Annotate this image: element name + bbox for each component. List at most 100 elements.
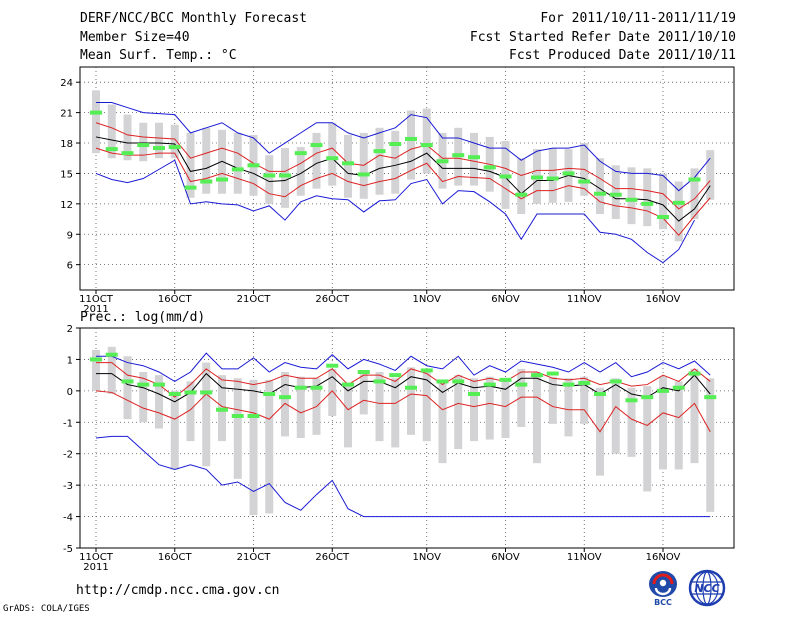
observed-marker xyxy=(121,379,134,384)
observed-marker xyxy=(609,192,622,197)
y-tick-label: 1 xyxy=(67,355,73,366)
ensemble-range-box xyxy=(706,378,715,512)
y-tick-label: 12 xyxy=(60,200,73,211)
ensemble-range-box xyxy=(690,168,699,220)
y-tick-label: 0 xyxy=(67,387,73,398)
observed-marker xyxy=(531,175,543,180)
observed-marker xyxy=(452,153,465,158)
ensemble-range-box xyxy=(186,381,195,442)
ensemble-range-box xyxy=(517,368,526,427)
x-tick-label: 6NOV xyxy=(491,294,520,305)
observed-marker xyxy=(294,385,307,390)
observed-marker xyxy=(168,392,181,396)
website-url[interactable]: http://cmdp.ncc.cma.gov.cn xyxy=(76,583,280,598)
observed-marker xyxy=(672,200,685,205)
observed-marker xyxy=(373,379,386,384)
observed-marker xyxy=(420,368,433,373)
y-tick-label: 21 xyxy=(60,109,73,120)
ensemble-range-box xyxy=(344,383,352,448)
ensemble-range-box xyxy=(296,376,305,438)
observed-marker xyxy=(483,382,496,387)
precip-panel-title: Prec.: log(mm/d) xyxy=(80,310,206,325)
ensemble-range-box xyxy=(470,378,478,442)
ensemble-range-box xyxy=(139,122,148,162)
y-tick-label: 18 xyxy=(60,139,73,150)
temperature-panel: 24 21 18 15 12 9 6 11OCT 16OCT 21OCT 26OCT 1NOV 6NOV… xyxy=(60,66,735,315)
observed-marker xyxy=(594,191,606,196)
ensemble-range-box xyxy=(454,375,463,449)
observed-marker xyxy=(231,167,244,172)
ensemble-range-box xyxy=(407,367,415,435)
observed-marker xyxy=(90,110,102,115)
x-tick-label: 11OCT xyxy=(79,294,114,305)
grads-credit: GrADS: COLA/IGES xyxy=(3,604,90,614)
observed-marker xyxy=(688,371,701,376)
observed-marker xyxy=(247,414,260,418)
ensemble-range-box xyxy=(548,376,557,424)
ensemble-range-box xyxy=(107,346,116,394)
observed-marker xyxy=(137,143,150,148)
x-tick-label: 16NOV xyxy=(646,552,681,563)
ensemble-mean-line xyxy=(95,136,711,222)
observed-marker xyxy=(578,179,591,184)
bcc-logo: BCC xyxy=(649,571,677,607)
x-tick-label: 21OCT xyxy=(237,552,272,563)
x-tick-label: 1NOV xyxy=(413,552,442,563)
observed-marker xyxy=(373,149,386,154)
y-tick-label: 2 xyxy=(67,324,73,335)
ensemble-range-box xyxy=(580,376,589,424)
chart-title: DERF/NCC/BCC Monthly Forecast xyxy=(80,11,307,26)
observed-marker xyxy=(389,373,402,378)
observed-marker xyxy=(657,388,669,393)
observed-marker xyxy=(515,382,528,387)
ensemble-lower-line xyxy=(95,390,711,433)
observed-marker xyxy=(200,390,213,395)
plot-frame xyxy=(79,327,735,549)
observed-marker xyxy=(452,379,465,384)
y-tick-label: -2 xyxy=(63,450,73,461)
observed-marker xyxy=(420,143,433,148)
ensemble-upper-line xyxy=(96,362,711,398)
x-tick-label: 26OCT xyxy=(315,294,350,305)
observed-marker xyxy=(562,382,575,387)
observed-marker xyxy=(279,395,291,400)
ensemble-range-box xyxy=(533,372,541,464)
forecast-period: For 2011/10/11-2011/11/19 xyxy=(540,11,736,26)
observed-marker xyxy=(499,174,512,179)
observed-marker xyxy=(216,177,228,182)
ensemble-range-box xyxy=(233,378,242,479)
ensemble-range-box xyxy=(485,376,494,440)
bcc-logo-text: BCC xyxy=(654,598,672,607)
ensemble-range-box xyxy=(155,375,163,429)
plot-area xyxy=(90,346,717,518)
ensemble-range-box xyxy=(265,379,274,514)
ensemble-range-box xyxy=(564,378,573,437)
ensemble-range-box xyxy=(359,132,368,199)
ensemble-range-box xyxy=(123,356,132,420)
observed-marker xyxy=(483,165,496,170)
ensemble-upper-line xyxy=(95,122,711,210)
ensemble-range-box xyxy=(281,372,289,437)
ensemble-range-box xyxy=(548,148,557,203)
observed-marker xyxy=(326,363,339,368)
ensemble-range-box xyxy=(123,114,132,161)
x-year-label: 2011 xyxy=(83,304,108,315)
ensemble-range-box xyxy=(690,368,699,464)
observed-marker xyxy=(342,161,354,166)
ensemble-range-box xyxy=(139,372,148,423)
observed-marker xyxy=(247,163,260,168)
ensemble-range-box xyxy=(328,122,337,186)
x-tick-label: 16OCT xyxy=(158,294,193,305)
ensemble-range-box xyxy=(92,90,100,154)
x-tick-label: 1NOV xyxy=(413,294,442,305)
y-tick-label: 15 xyxy=(60,169,73,180)
ensemble-range-box xyxy=(281,148,289,208)
y-tick-label: 6 xyxy=(67,261,73,272)
variable-label: Mean Surf. Temp.: °C xyxy=(80,48,237,63)
x-tick-label: 11OCT xyxy=(79,552,114,563)
observed-marker xyxy=(310,143,323,148)
observed-marker xyxy=(468,155,480,160)
observed-marker xyxy=(436,379,449,384)
ensemble-range-box xyxy=(375,372,384,442)
observed-marker xyxy=(546,176,559,181)
